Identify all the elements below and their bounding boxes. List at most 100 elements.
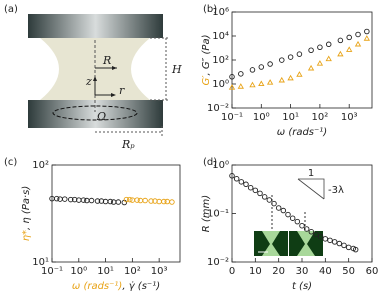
y-tick-label: 10¹ [32, 257, 49, 268]
point [313, 231, 319, 238]
label-z: z [85, 75, 92, 88]
point [134, 197, 140, 203]
point [229, 173, 235, 179]
x-tick-label: 10¹ [97, 266, 114, 277]
point [337, 50, 344, 57]
point [258, 80, 265, 87]
point [345, 244, 352, 251]
x-tick-label: 40 [319, 266, 332, 277]
y-tick-label: 10⁰ [212, 160, 229, 171]
point [142, 197, 148, 204]
slope-triangle [298, 178, 325, 199]
x-axis-label: ω (rads⁻¹), γ̇ (s⁻¹) [72, 280, 160, 292]
annotation: 1 [308, 168, 314, 179]
y-label-part: R (mm) [201, 195, 212, 232]
point [229, 74, 235, 80]
x-tick-label: 10⁻¹ [221, 112, 243, 123]
x-tick-label: 10² [124, 266, 141, 277]
x-tick-label: 20 [272, 266, 285, 277]
point [169, 199, 175, 205]
plot-frame [231, 11, 373, 109]
point [346, 34, 352, 41]
point [317, 44, 323, 51]
point [107, 198, 114, 205]
label-R: R [102, 54, 111, 67]
point [308, 47, 314, 53]
y-tick-label: 10⁴ [212, 31, 229, 42]
x-axis-label: ω (rads⁻¹) [277, 127, 327, 138]
x-tick-label: 0 [229, 266, 235, 277]
point [110, 199, 117, 205]
point [280, 207, 287, 214]
point [299, 222, 305, 229]
point [354, 40, 362, 47]
point [287, 54, 294, 60]
y-tick-label: 10⁻² [207, 103, 229, 114]
point [228, 84, 236, 90]
point [84, 197, 90, 204]
point [148, 198, 154, 204]
rotation [52, 105, 138, 121]
y-axis-label: G′, G″ (Pa) [201, 34, 212, 85]
point [308, 229, 315, 235]
point [327, 237, 333, 244]
point [249, 67, 256, 73]
plot-frame [51, 164, 181, 263]
point [57, 196, 63, 202]
point [307, 64, 315, 71]
point [325, 55, 332, 62]
point [289, 215, 296, 221]
point [137, 197, 144, 204]
y-tick-label: 10² [32, 160, 49, 171]
point [238, 179, 245, 185]
arrow-head [111, 93, 116, 97]
x-tick-label: 30 [296, 266, 309, 277]
point [363, 35, 371, 41]
x-label-part: t (s) [292, 281, 312, 292]
annotation: -3λ [328, 185, 344, 196]
point [247, 184, 254, 191]
point [275, 205, 282, 211]
point [337, 37, 344, 44]
point [67, 196, 74, 203]
bottom-plate [28, 100, 163, 128]
x-tick-label: 60 [366, 266, 379, 277]
top-plate [28, 14, 163, 38]
point [294, 218, 301, 225]
insets [254, 195, 323, 256]
point [62, 196, 68, 202]
label-r: r [119, 84, 125, 97]
point [267, 61, 273, 67]
point [296, 51, 303, 57]
point [161, 198, 167, 205]
point [317, 234, 324, 240]
slope-line [297, 178, 325, 200]
arrow-head [112, 66, 117, 70]
point [346, 46, 353, 52]
x-label-part: , γ̇ (s⁻¹) [122, 280, 160, 292]
diagram: (a) R z r H Ω Rₚ [4, 4, 182, 151]
x-axis-label: t (s) [292, 281, 312, 292]
liquid-bridge [40, 38, 150, 100]
x-label-part: ω (rads⁻¹) [72, 281, 122, 292]
y-tick-label: 10⁻² [207, 257, 229, 268]
x-tick-label: 50 [342, 266, 355, 277]
point [331, 239, 338, 245]
panel-label: (a) [4, 4, 18, 15]
point [279, 57, 285, 63]
y-tick-label: 10⁻¹ [207, 209, 229, 220]
point [80, 197, 87, 203]
point [341, 242, 347, 249]
x-tick-label: 10³ [341, 112, 358, 123]
x-tick-label: 10¹ [282, 112, 299, 123]
point [257, 190, 263, 197]
point [233, 176, 240, 182]
point [88, 197, 95, 204]
panel-label: (d) [203, 157, 217, 168]
inset-bridge [297, 231, 315, 256]
point [252, 187, 259, 194]
y-label-part: , η (Pa·s) [21, 186, 32, 230]
point [249, 81, 256, 88]
point [266, 79, 274, 85]
